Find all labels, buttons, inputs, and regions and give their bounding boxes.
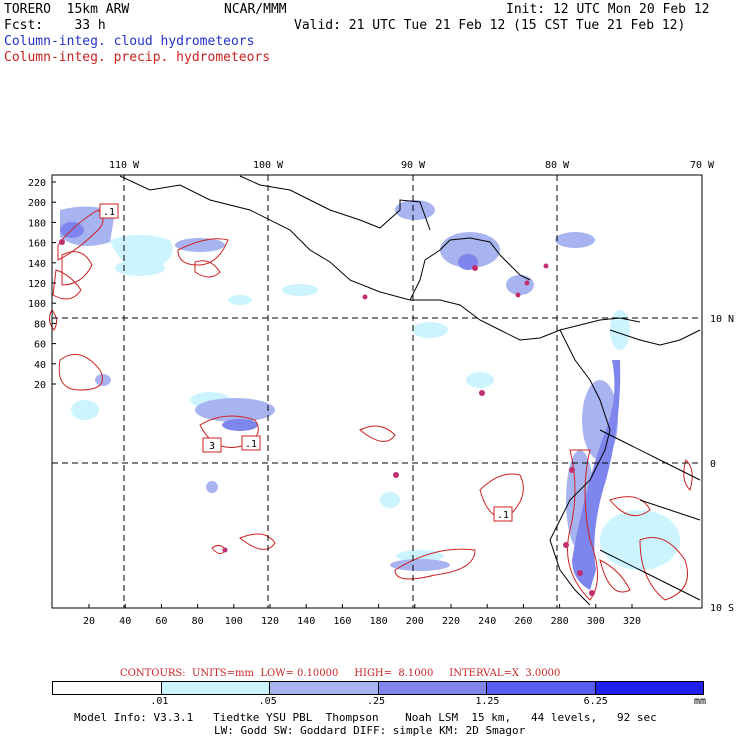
x-tick-label: 160 xyxy=(333,616,351,627)
lon-label: 90 W xyxy=(401,160,426,171)
field-cloud-label: Column-integ. cloud hydrometeors xyxy=(4,34,255,49)
lon-label: 70 W xyxy=(690,160,715,171)
institution-label: NCAR/MMM xyxy=(224,2,287,17)
map-frame xyxy=(51,174,703,609)
init-time: Init: 12 UTC Mon 20 Feb 12 xyxy=(506,2,710,17)
y-tick-label: 160 xyxy=(28,239,46,250)
x-tick-label: 60 xyxy=(155,616,167,627)
x-tick-label: 240 xyxy=(478,616,496,627)
y-tick-label: 120 xyxy=(28,279,46,290)
box-label-2: 3 xyxy=(209,441,215,452)
y-tick-label: 200 xyxy=(28,198,46,209)
x-tick-label: 300 xyxy=(587,616,605,627)
contour-info: CONTOURS: UNITS=mm LOW= 0.10000 HIGH= 8.… xyxy=(120,668,561,679)
valid-time: Valid: 21 UTC Tue 21 Feb 12 (15 CST Tue … xyxy=(294,18,686,33)
lat-label: 10 N xyxy=(710,314,734,325)
color-bar-label: .25 xyxy=(367,696,386,707)
color-bar-label: 6.25 xyxy=(583,696,608,707)
y-tick-label: 20 xyxy=(34,380,46,391)
x-tick-label: 20 xyxy=(83,616,95,627)
y-tick-label: 60 xyxy=(34,340,46,351)
x-tick-label: 220 xyxy=(442,616,460,627)
x-tick-label: 180 xyxy=(370,616,388,627)
color-bar-unit: mm xyxy=(694,696,707,707)
color-bar-label: .05 xyxy=(258,696,277,707)
y-tick-label: 140 xyxy=(28,259,46,270)
x-tick-label: 320 xyxy=(623,616,641,627)
x-tick-label: 280 xyxy=(551,616,569,627)
gridlines xyxy=(52,175,702,608)
box-label-3: .1 xyxy=(245,439,257,450)
field-precip-label: Column-integ. precip. hydrometeors xyxy=(4,50,271,65)
box-labels: .1 3 .1 .1 xyxy=(99,203,513,522)
x-tick-label: 140 xyxy=(297,616,315,627)
lon-label: 80 W xyxy=(545,160,570,171)
lat-label: 0 xyxy=(710,459,716,470)
x-tick-label: 80 xyxy=(192,616,204,627)
lon-label: 110 W xyxy=(109,160,140,171)
y-tick-label: 80 xyxy=(34,319,46,330)
y-tick-label: 40 xyxy=(34,360,46,371)
x-tick-label: 200 xyxy=(406,616,424,627)
box-label-1: .1 xyxy=(103,207,115,218)
color-bar-swatch xyxy=(161,682,270,694)
model-info: Model Info: V3.3.1 Tiedtke YSU PBL Thomp… xyxy=(74,711,657,724)
color-bar-swatch xyxy=(487,682,596,694)
model-title: TORERO 15km ARW xyxy=(4,2,130,17)
coastlines xyxy=(119,175,701,606)
lon-label: 100 W xyxy=(253,160,284,171)
color-bar-label: 1.25 xyxy=(475,696,500,707)
cloud-shading xyxy=(60,200,680,590)
y-tick-label: 220 xyxy=(28,178,46,189)
lat-label: 10 S xyxy=(710,603,734,614)
color-bar-swatch xyxy=(270,682,379,694)
axis-labels: 110 W 100 W 90 W 80 W 70 W 10 N 0 10 S 220 200 180… xyxy=(28,160,734,627)
color-bar xyxy=(52,681,704,695)
y-tick-label: 100 xyxy=(28,299,46,310)
forecast-hour: Fcst: 33 h xyxy=(4,18,106,33)
x-tick-label: 40 xyxy=(119,616,131,627)
box-label-4: .1 xyxy=(497,510,509,521)
x-tick-label: 100 xyxy=(225,616,243,627)
color-bar-label: .01 xyxy=(150,696,169,707)
model-physics: LW: Godd SW: Goddard DIFF: simple KM: 2D… xyxy=(214,724,526,737)
color-bar-swatch xyxy=(378,682,487,694)
y-tick-label: 180 xyxy=(28,218,46,229)
precip-cores xyxy=(59,239,595,596)
color-bar-swatch xyxy=(53,682,162,694)
x-tick-label: 260 xyxy=(514,616,532,627)
color-bar-swatch xyxy=(595,682,703,694)
x-tick-label: 120 xyxy=(261,616,279,627)
